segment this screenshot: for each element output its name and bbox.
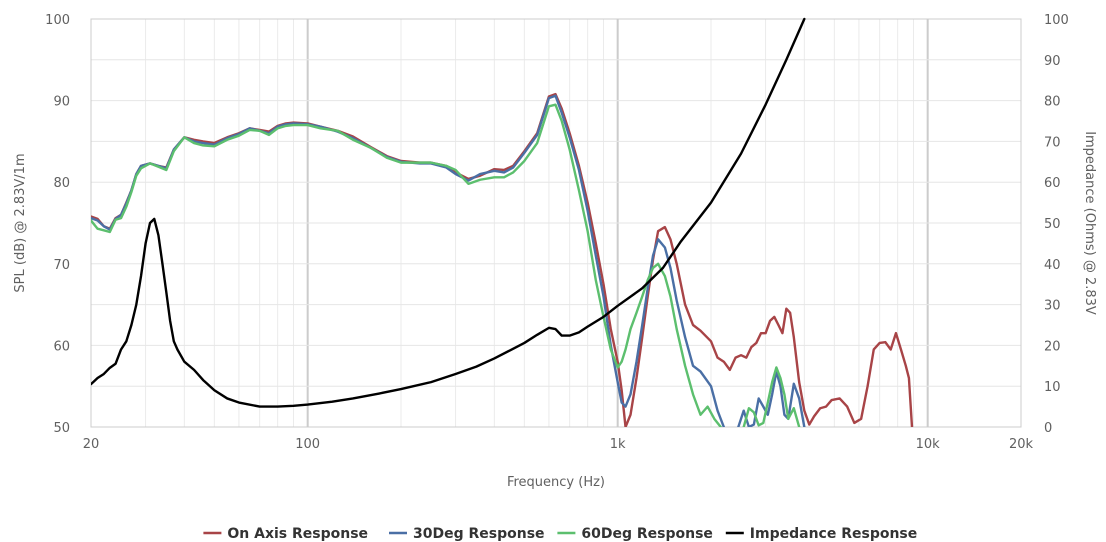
legend-label: 30Deg Response (413, 526, 545, 542)
y2-tick-label: 30 (1044, 299, 1061, 314)
60deg-response-hf-line (742, 366, 801, 427)
x-tick-label: 100 (295, 437, 320, 452)
y2-tick-label: 10 (1044, 380, 1061, 395)
y2-tick-label: 50 (1044, 217, 1061, 232)
legend-label: Impedance Response (750, 526, 917, 542)
y2-tick-label: 90 (1044, 54, 1061, 69)
y2-axis-title: Impedance (Ohms) @ 2.83V (1082, 131, 1097, 315)
60deg-response-line (91, 103, 722, 427)
y2-tick-label: 20 (1044, 339, 1061, 354)
x-axis-title: Frequency (Hz) (507, 475, 605, 490)
legend-item-on-axis-response: On Axis Response (203, 526, 368, 542)
y2-tick-label: 60 (1044, 176, 1061, 191)
y2-tick-label: 70 (1044, 135, 1061, 150)
y2-tick-label: 80 (1044, 95, 1061, 110)
impedance-response-line (91, 17, 806, 408)
legend-item-60deg-response: 60Deg Response (557, 526, 713, 542)
x-tick-label: 10k (916, 437, 941, 452)
plot-frame (90, 18, 1022, 428)
y-tick-label: 70 (53, 258, 70, 273)
legend-item-30deg-response: 30Deg Response (389, 526, 545, 542)
y-axis-title: SPL (dB) @ 2.83V/1m (13, 153, 28, 292)
x-tick-label: 20 (83, 437, 100, 452)
y2-tick-label: 0 (1044, 421, 1052, 436)
y2-tick-label: 40 (1044, 258, 1061, 273)
legend-label: On Axis Response (227, 526, 368, 542)
30deg-response-line (91, 94, 726, 427)
series-layer (91, 17, 914, 427)
y-tick-label: 60 (53, 339, 70, 354)
x-tick-label: 1k (610, 437, 626, 452)
y-tick-label: 80 (53, 176, 70, 191)
y2-tick-label: 100 (1044, 13, 1069, 28)
30deg-response-hf-line (737, 370, 806, 427)
y-tick-label: 100 (45, 13, 70, 28)
axes: Frequency (Hz) SPL (dB) @ 2.83V/1m Imped… (13, 13, 1097, 490)
legend-item-impedance-response: Impedance Response (725, 526, 917, 542)
y-tick-label: 50 (53, 421, 70, 436)
legend-label: 60Deg Response (581, 526, 713, 542)
grid (90, 18, 1022, 428)
y-tick-label: 90 (53, 95, 70, 110)
legend: On Axis Response 30Deg Response 60Deg Resp… (203, 526, 917, 542)
x-tick-label: 20k (1009, 437, 1034, 452)
